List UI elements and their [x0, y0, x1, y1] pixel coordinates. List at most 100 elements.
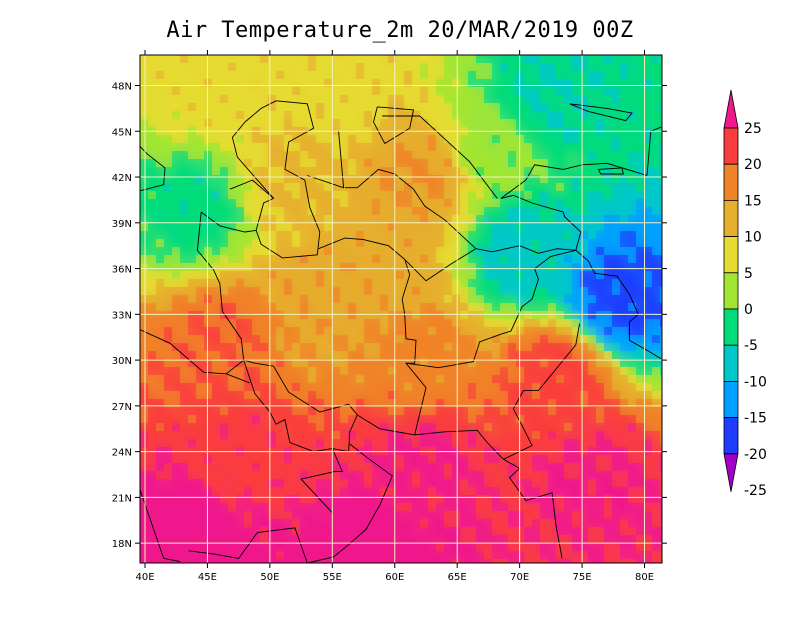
field-cell-sharp: [548, 95, 556, 103]
field-cell: [666, 93, 675, 102]
field-cell-sharp: [540, 55, 548, 63]
field-cell-sharp: [396, 71, 404, 79]
field-cell-sharp: [292, 63, 300, 71]
field-cell-sharp: [636, 79, 644, 87]
field-cell-sharp: [268, 55, 276, 63]
field-cell-sharp: [468, 71, 476, 79]
field-cell-sharp: [484, 111, 492, 119]
field-cell-sharp: [348, 95, 356, 103]
field-cell-sharp: [492, 79, 500, 87]
field-cell-sharp: [612, 71, 620, 79]
field-cell-sharp: [508, 79, 516, 87]
field-cell-sharp: [404, 111, 412, 119]
field-cell: [186, 565, 195, 574]
field-cell: [562, 45, 571, 54]
field-cell-sharp: [652, 55, 660, 63]
field-cell-sharp: [404, 63, 412, 71]
field-cell-sharp: [524, 79, 532, 87]
field-cell-sharp: [276, 95, 284, 103]
field-cell-sharp: [428, 63, 436, 71]
field-cell-sharp: [636, 55, 644, 63]
field-cell-sharp: [380, 79, 388, 87]
field-cell-sharp: [252, 111, 260, 119]
field-cell-sharp: [276, 63, 284, 71]
field-cell-sharp: [412, 95, 420, 103]
field-cell-sharp: [428, 79, 436, 87]
field-cell: [210, 45, 219, 54]
field-cell-sharp: [508, 71, 516, 79]
field-cell-sharp: [396, 87, 404, 95]
field-cell-sharp: [332, 71, 340, 79]
field-cell-sharp: [564, 87, 572, 95]
field-cell: [298, 565, 307, 574]
field-cell: [130, 341, 139, 350]
field-cell: [610, 565, 619, 574]
field-cell-sharp: [204, 103, 212, 111]
field-cell: [666, 213, 675, 222]
field-cell: [490, 45, 499, 54]
field-cell-sharp: [628, 95, 636, 103]
field-cell-sharp: [476, 111, 484, 119]
field-cell-sharp: [268, 95, 276, 103]
field-cell: [130, 117, 139, 126]
field-cell: [138, 45, 147, 54]
field-cell-sharp: [428, 71, 436, 79]
field-cell: [258, 45, 267, 54]
field-cell: [186, 45, 195, 54]
field-cell-sharp: [500, 79, 508, 87]
field-cell: [242, 565, 251, 574]
field-cell-sharp: [572, 79, 580, 87]
field-cell-sharp: [268, 71, 276, 79]
field-cell-sharp: [540, 87, 548, 95]
field-cell: [218, 565, 227, 574]
field-cell-sharp: [140, 103, 148, 111]
field-cell-sharp: [644, 55, 652, 63]
field-cell-sharp: [292, 71, 300, 79]
field-cell: [218, 45, 227, 54]
field-cell-sharp: [532, 95, 540, 103]
field-cell-sharp: [444, 71, 452, 79]
field-cell-sharp: [652, 71, 660, 79]
field-cell: [130, 245, 139, 254]
field-cell-sharp: [316, 55, 324, 63]
field-cell: [130, 325, 139, 334]
field-cell-sharp: [252, 79, 260, 87]
field-cell: [666, 237, 675, 246]
field-cell-sharp: [204, 111, 212, 119]
field-cell-sharp: [292, 79, 300, 87]
field-cell-sharp: [212, 63, 220, 71]
field-cell-sharp: [348, 103, 356, 111]
field-cell-sharp: [140, 71, 148, 79]
field-cell-sharp: [524, 95, 532, 103]
field-cell-sharp: [364, 95, 372, 103]
field-cell-sharp: [220, 55, 228, 63]
field-cell-sharp: [572, 71, 580, 79]
field-cell: [434, 45, 443, 54]
field-cell-sharp: [596, 79, 604, 87]
field-cell-sharp: [380, 103, 388, 111]
field-cell-sharp: [644, 63, 652, 71]
field-cell-sharp: [220, 79, 228, 87]
field-cell: [666, 493, 675, 502]
field-cell-sharp: [644, 71, 652, 79]
field-cell-sharp: [300, 87, 308, 95]
field-cell-sharp: [612, 63, 620, 71]
field-cell: [642, 45, 651, 54]
field-cell: [650, 45, 659, 54]
field-cell-sharp: [244, 71, 252, 79]
field-cell-sharp: [612, 103, 620, 111]
field-cell-sharp: [268, 63, 276, 71]
field-cell-sharp: [236, 71, 244, 79]
field-cell: [666, 389, 675, 398]
field-cell-sharp: [260, 71, 268, 79]
field-cell: [618, 565, 627, 574]
field-cell-sharp: [388, 63, 396, 71]
field-cell-sharp: [620, 95, 628, 103]
field-cell-sharp: [636, 63, 644, 71]
field-cell-sharp: [420, 95, 428, 103]
field-cell-sharp: [148, 103, 156, 111]
field-cell-sharp: [196, 103, 204, 111]
field-cell: [570, 45, 579, 54]
field-cell-sharp: [316, 71, 324, 79]
field-cell-sharp: [276, 111, 284, 119]
